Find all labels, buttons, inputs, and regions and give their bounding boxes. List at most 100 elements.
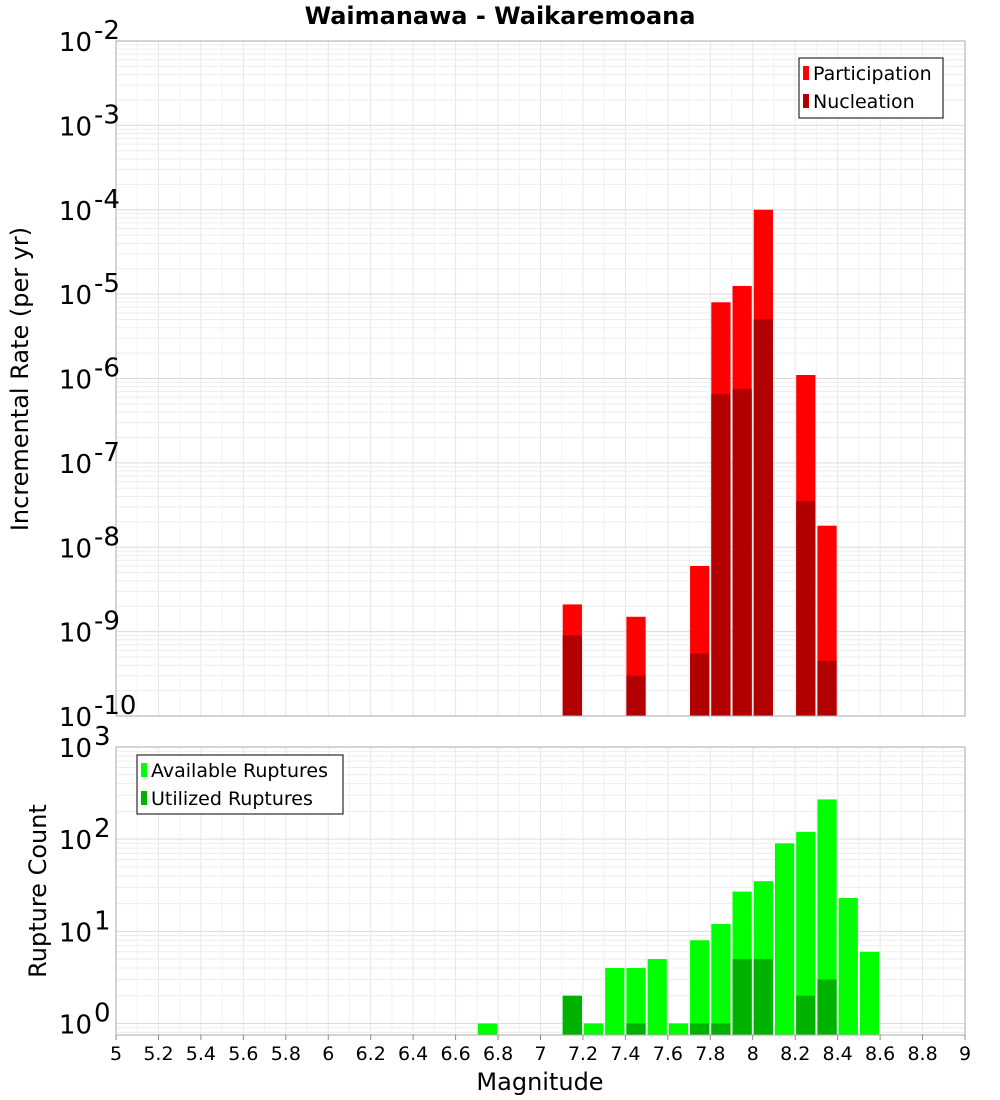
- chart-title: Waimanawa - Waikaremoana: [305, 2, 696, 30]
- x-tick-label-3: 5.6: [228, 1043, 258, 1065]
- x-tick-label-9: 6.8: [483, 1043, 513, 1065]
- x-tick-label-15: 8: [747, 1043, 759, 1065]
- bar-count-1-3: [711, 1023, 731, 1035]
- bar-rate-1-1: [626, 675, 646, 716]
- bar-rate-1-7: [817, 660, 837, 716]
- y-tick-exponent-rate-0: -2: [94, 16, 120, 46]
- bar-rate-1-0: [562, 635, 582, 716]
- legend-swatch-available: [141, 763, 147, 777]
- x-tick-label-16: 8.2: [780, 1043, 810, 1065]
- x-tick-label-1: 5.2: [143, 1043, 173, 1065]
- bar-count-0-12: [796, 831, 816, 1035]
- bar-rate-1-3: [711, 394, 731, 716]
- bar-count-0-0: [477, 1023, 498, 1035]
- bar-count-1-1: [626, 1023, 646, 1035]
- rate-legend: Participation Nucleation: [798, 57, 944, 119]
- y-tick-label-count-3: 10: [59, 1010, 92, 1040]
- x-tick-label-12: 7.4: [610, 1043, 640, 1065]
- legend-label-available: Available Ruptures: [151, 760, 328, 782]
- bar-count-0-8: [711, 924, 731, 1035]
- y-tick-exponent-rate-7: -9: [94, 607, 120, 637]
- bar-count-1-7: [817, 979, 837, 1035]
- bar-count-0-6: [668, 1023, 689, 1035]
- y-tick-exponent-count-2: 1: [94, 906, 111, 936]
- x-tick-label-17: 8.4: [823, 1043, 853, 1065]
- y-tick-exponent-count-3: 0: [94, 998, 111, 1028]
- bar-rate-1-2: [690, 653, 710, 716]
- y-tick-exponent-rate-8: -10: [94, 691, 136, 721]
- y-tick-exponent-rate-1: -3: [94, 100, 120, 130]
- legend-swatch-utilized: [141, 791, 147, 805]
- y-tick-exponent-rate-3: -5: [94, 269, 120, 299]
- y-tick-label-rate-7: 10: [59, 619, 92, 649]
- rate-bars: [562, 209, 837, 716]
- count-legend-box: [136, 754, 344, 815]
- rate-gridlines: [115, 40, 966, 717]
- y-tick-label-count-0: 10: [59, 734, 92, 764]
- rate-legend-box: [798, 57, 944, 119]
- bar-count-0-4: [626, 967, 646, 1035]
- legend-label-utilized: Utilized Ruptures: [151, 788, 313, 810]
- bar-count-1-4: [732, 959, 752, 1035]
- x-axis-label: Magnitude: [476, 1068, 603, 1096]
- y-tick-label-rate-4: 10: [59, 366, 92, 396]
- bar-count-0-14: [838, 897, 858, 1035]
- y-tick-exponent-count-1: 2: [94, 814, 111, 844]
- bar-count-0-13: [817, 799, 837, 1035]
- bar-count-0-2: [583, 1023, 604, 1035]
- x-axis-ticks: 5 5.2 5.4 5.6 5.8 6 6.2 6.4 6.6 6.8 7 7.2 7.4 7.6 7.8 8…: [110, 1035, 971, 1065]
- legend-swatch-nucleation: [803, 94, 809, 108]
- bar-count-1-2: [690, 1023, 710, 1035]
- x-tick-label-8: 6.6: [440, 1043, 470, 1065]
- y-tick-label-rate-0: 10: [59, 28, 92, 58]
- y-tick-exponent-rate-4: -6: [94, 354, 120, 384]
- bar-count-1-0: [562, 995, 582, 1035]
- count-bars: [477, 799, 880, 1035]
- y-tick-label-count-1: 10: [59, 826, 92, 856]
- x-tick-label-11: 7.2: [568, 1043, 598, 1065]
- bar-count-0-5: [647, 959, 667, 1035]
- x-tick-label-4: 5.8: [271, 1043, 301, 1065]
- y-tick-label-rate-6: 10: [59, 534, 92, 564]
- x-tick-label-0: 5: [110, 1043, 122, 1065]
- y-tick-label-rate-3: 10: [59, 281, 92, 311]
- x-tick-label-20: 9: [959, 1043, 971, 1065]
- bar-count-0-3: [605, 967, 625, 1035]
- bar-count-0-11: [774, 843, 795, 1035]
- bar-count-0-15: [859, 951, 880, 1035]
- count-legend: Available Ruptures Utilized Ruptures: [136, 754, 344, 815]
- rate-panel: 10-210-310-410-510-610-710-810-910-10 In…: [6, 16, 966, 733]
- bar-count-1-5: [753, 959, 773, 1035]
- legend-label-participation: Participation: [813, 63, 932, 85]
- bar-rate-1-4: [732, 389, 752, 716]
- x-tick-label-10: 7: [534, 1043, 546, 1065]
- rate-plot-frame: [115, 40, 966, 717]
- y-tick-label-rate-2: 10: [59, 197, 92, 227]
- bar-count-1-6: [796, 995, 816, 1035]
- x-tick-label-18: 8.6: [865, 1043, 895, 1065]
- y-tick-label-rate-5: 10: [59, 450, 92, 480]
- rate-y-ticks: 10-210-310-410-510-610-710-810-910-10: [59, 16, 137, 733]
- x-tick-label-13: 7.6: [653, 1043, 683, 1065]
- rate-y-axis-label: Incremental Rate (per yr): [6, 227, 34, 531]
- y-tick-exponent-rate-2: -4: [94, 185, 120, 215]
- x-tick-label-14: 7.8: [695, 1043, 725, 1065]
- bar-rate-1-6: [796, 501, 816, 716]
- y-tick-label-rate-8: 10: [59, 703, 92, 733]
- y-tick-exponent-rate-6: -8: [94, 522, 120, 552]
- y-tick-label-rate-1: 10: [59, 112, 92, 142]
- x-tick-label-5: 6: [322, 1043, 334, 1065]
- legend-label-nucleation: Nucleation: [813, 91, 915, 113]
- bar-count-0-7: [690, 940, 710, 1035]
- y-tick-exponent-rate-5: -7: [94, 438, 120, 468]
- x-tick-label-19: 8.8: [907, 1043, 937, 1065]
- count-y-axis-label: Rupture Count: [24, 804, 52, 978]
- y-tick-label-count-2: 10: [59, 918, 92, 948]
- x-tick-label-2: 5.4: [186, 1043, 216, 1065]
- bar-rate-1-5: [753, 319, 773, 716]
- x-tick-label-6: 6.2: [356, 1043, 386, 1065]
- x-tick-label-7: 6.4: [398, 1043, 428, 1065]
